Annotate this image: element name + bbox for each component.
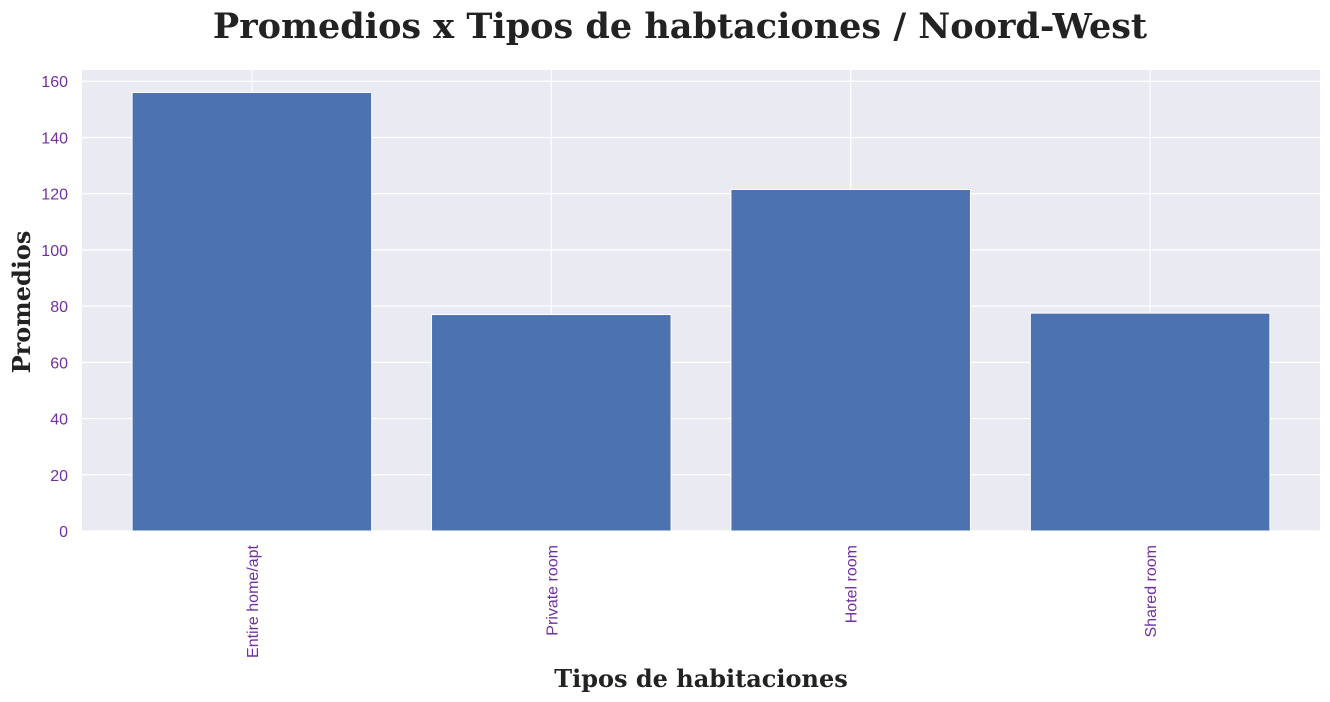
y-tick-labels: 0 20 40 60 80 100 120 140 160 [41, 74, 68, 541]
x-axis-title: Tipos de habitaciones [554, 664, 848, 693]
y-tick-label: 0 [59, 524, 68, 541]
y-tick-label: 80 [50, 299, 68, 316]
bars [131, 91, 1271, 532]
y-tick-label: 60 [50, 355, 68, 372]
bar [730, 188, 971, 532]
x-tick-label: Shared room [1143, 545, 1160, 638]
chart-title: Promedios x Tipos de habtaciones / Noord… [213, 6, 1147, 47]
y-tick-label: 140 [41, 130, 68, 147]
y-tick-label: 120 [41, 187, 68, 204]
y-tick-label: 160 [41, 74, 68, 91]
y-axis-title: Promedios [7, 231, 36, 374]
y-tick-label: 100 [41, 243, 68, 260]
x-tick-labels: Entire home/apt Private room Hotel room Sha… [245, 544, 1160, 658]
y-tick-label: 40 [50, 412, 68, 429]
x-tick-label: Private room [544, 545, 561, 636]
y-tick-label: 20 [50, 468, 68, 485]
bar [1029, 312, 1271, 532]
x-tick-label: Entire home/apt [245, 544, 262, 658]
x-tick-label: Hotel room [844, 545, 861, 623]
bar [431, 314, 672, 532]
bar [131, 91, 373, 532]
